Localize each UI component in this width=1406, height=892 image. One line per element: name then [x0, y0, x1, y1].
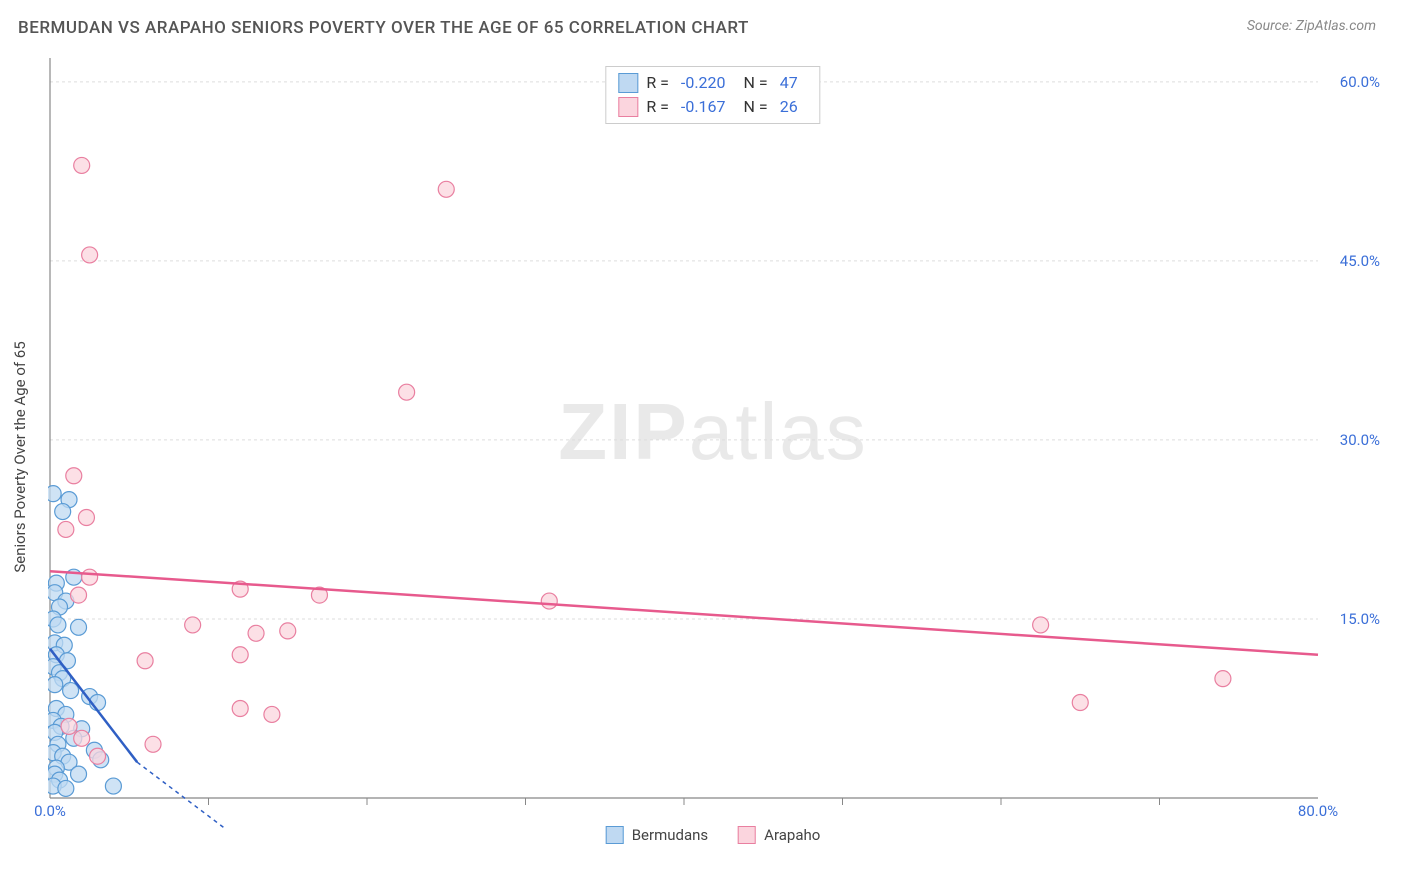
data-point-arapaho [78, 510, 94, 526]
data-point-bermudans [55, 504, 71, 520]
data-point-arapaho [399, 384, 415, 400]
data-point-arapaho [1215, 671, 1231, 687]
data-point-bermudans [105, 778, 121, 794]
source-attribution: Source: ZipAtlas.com [1247, 18, 1376, 34]
series-legend-item-bermudans: Bermudans [606, 826, 708, 844]
scatter-plot [48, 58, 1378, 838]
legend-n-label: N = [744, 95, 768, 119]
data-point-arapaho [82, 247, 98, 263]
x-tick-label: 0.0% [34, 802, 66, 820]
correlation-legend: R = -0.220 N = 47 R = -0.167 N = 26 [605, 66, 820, 124]
data-point-arapaho [541, 593, 557, 609]
y-tick-label: 30.0% [1340, 431, 1380, 449]
data-point-arapaho [232, 647, 248, 663]
y-axis-label: Seniors Poverty Over the Age of 65 [11, 341, 29, 572]
data-point-arapaho [90, 748, 106, 764]
legend-swatch-arapaho [618, 97, 638, 117]
trend-line-bermudans-ext [137, 762, 224, 828]
series-label-arapaho: Arapaho [764, 826, 820, 844]
legend-r-value-bermudans: -0.220 [681, 71, 726, 95]
data-point-arapaho [61, 718, 77, 734]
series-legend-item-arapaho: Arapaho [738, 826, 820, 844]
data-point-bermudans [50, 617, 66, 633]
data-point-bermudans [63, 683, 79, 699]
data-point-arapaho [137, 653, 153, 669]
series-swatch-arapaho [738, 826, 756, 844]
legend-r-value-arapaho: -0.167 [681, 95, 726, 119]
data-point-arapaho [145, 736, 161, 752]
x-tick-label: 80.0% [1298, 802, 1338, 820]
legend-n-value-arapaho: 26 [780, 95, 798, 119]
data-point-bermudans [48, 486, 61, 502]
legend-n-label: N = [744, 71, 768, 95]
series-legend: Bermudans Arapaho [606, 826, 821, 844]
data-point-bermudans [71, 766, 87, 782]
legend-n-value-bermudans: 47 [780, 71, 798, 95]
data-point-bermudans [71, 619, 87, 635]
data-point-arapaho [82, 569, 98, 585]
data-point-arapaho [58, 521, 74, 537]
legend-r-label: R = [646, 95, 669, 119]
legend-row-bermudans: R = -0.220 N = 47 [618, 71, 807, 95]
legend-row-arapaho: R = -0.167 N = 26 [618, 95, 807, 119]
data-point-arapaho [74, 157, 90, 173]
data-point-bermudans [48, 677, 63, 693]
data-point-arapaho [438, 181, 454, 197]
data-point-arapaho [74, 730, 90, 746]
series-label-bermudans: Bermudans [632, 826, 708, 844]
data-point-arapaho [66, 468, 82, 484]
legend-swatch-bermudans [618, 73, 638, 93]
data-point-arapaho [1072, 695, 1088, 711]
chart-header: BERMUDAN VS ARAPAHO SENIORS POVERTY OVER… [0, 0, 1406, 46]
y-tick-label: 60.0% [1340, 73, 1380, 91]
legend-r-label: R = [646, 71, 669, 95]
chart-title: BERMUDAN VS ARAPAHO SENIORS POVERTY OVER… [18, 18, 749, 38]
y-tick-label: 45.0% [1340, 252, 1380, 270]
trend-line-arapaho [50, 571, 1318, 655]
data-point-arapaho [71, 587, 87, 603]
y-tick-label: 15.0% [1340, 610, 1380, 628]
series-swatch-bermudans [606, 826, 624, 844]
data-point-arapaho [264, 706, 280, 722]
data-point-arapaho [248, 625, 264, 641]
data-point-arapaho [185, 617, 201, 633]
data-point-arapaho [232, 700, 248, 716]
data-point-arapaho [280, 623, 296, 639]
data-point-bermudans [58, 780, 74, 796]
data-point-arapaho [1033, 617, 1049, 633]
chart-area: Seniors Poverty Over the Age of 65 ZIPat… [48, 58, 1378, 838]
